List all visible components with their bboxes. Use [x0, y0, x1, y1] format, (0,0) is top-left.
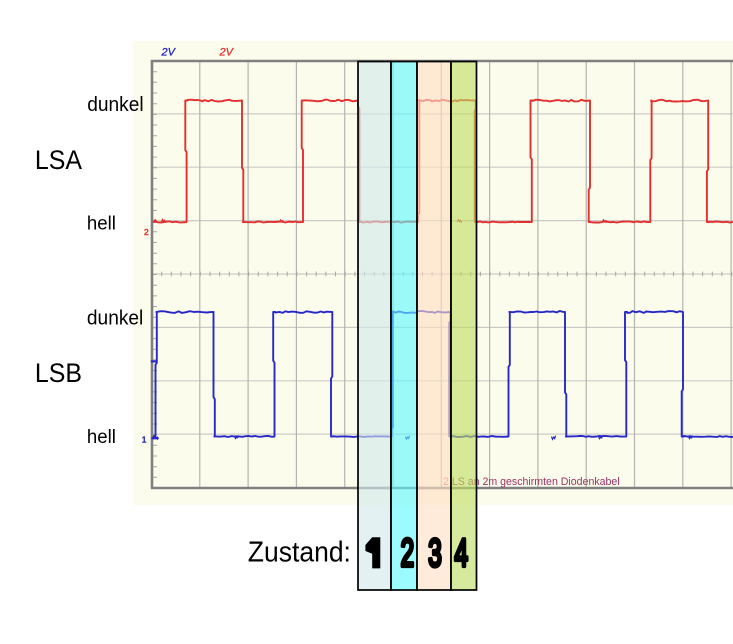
svg-text:LSA: LSA: [35, 146, 83, 175]
svg-text:2: 2: [401, 531, 414, 574]
svg-text:dunkel: dunkel: [87, 93, 143, 116]
svg-text:LSB: LSB: [35, 359, 82, 388]
svg-text:2V: 2V: [219, 47, 235, 59]
svg-text:1: 1: [142, 435, 147, 445]
svg-text:dunkel: dunkel: [87, 307, 143, 330]
svg-text:Zustand:: Zustand:: [248, 536, 351, 568]
svg-text:2: 2: [144, 227, 149, 237]
svg-text:3: 3: [428, 531, 441, 574]
svg-text:hell: hell: [87, 427, 116, 448]
svg-text:4: 4: [454, 531, 467, 574]
svg-text:hell: hell: [87, 213, 116, 234]
svg-text:2V: 2V: [161, 47, 177, 59]
